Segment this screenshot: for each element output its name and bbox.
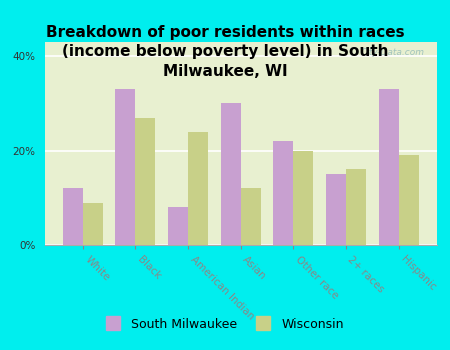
Bar [326,174,346,245]
Bar [135,118,155,245]
Bar [168,207,188,245]
Text: Breakdown of poor residents within races
(income below poverty level) in South
M: Breakdown of poor residents within races… [46,25,404,79]
Bar [221,103,241,245]
Bar [379,89,399,245]
Bar [274,141,293,245]
Bar [399,155,418,245]
Bar [116,89,135,245]
Bar [346,169,366,245]
Bar [83,203,103,245]
Bar [241,188,261,245]
Bar [63,188,83,245]
Text: City-Data.com: City-Data.com [361,48,425,57]
Bar [293,150,313,245]
Legend: South Milwaukee, Wisconsin: South Milwaukee, Wisconsin [100,311,350,337]
Bar [188,132,208,245]
